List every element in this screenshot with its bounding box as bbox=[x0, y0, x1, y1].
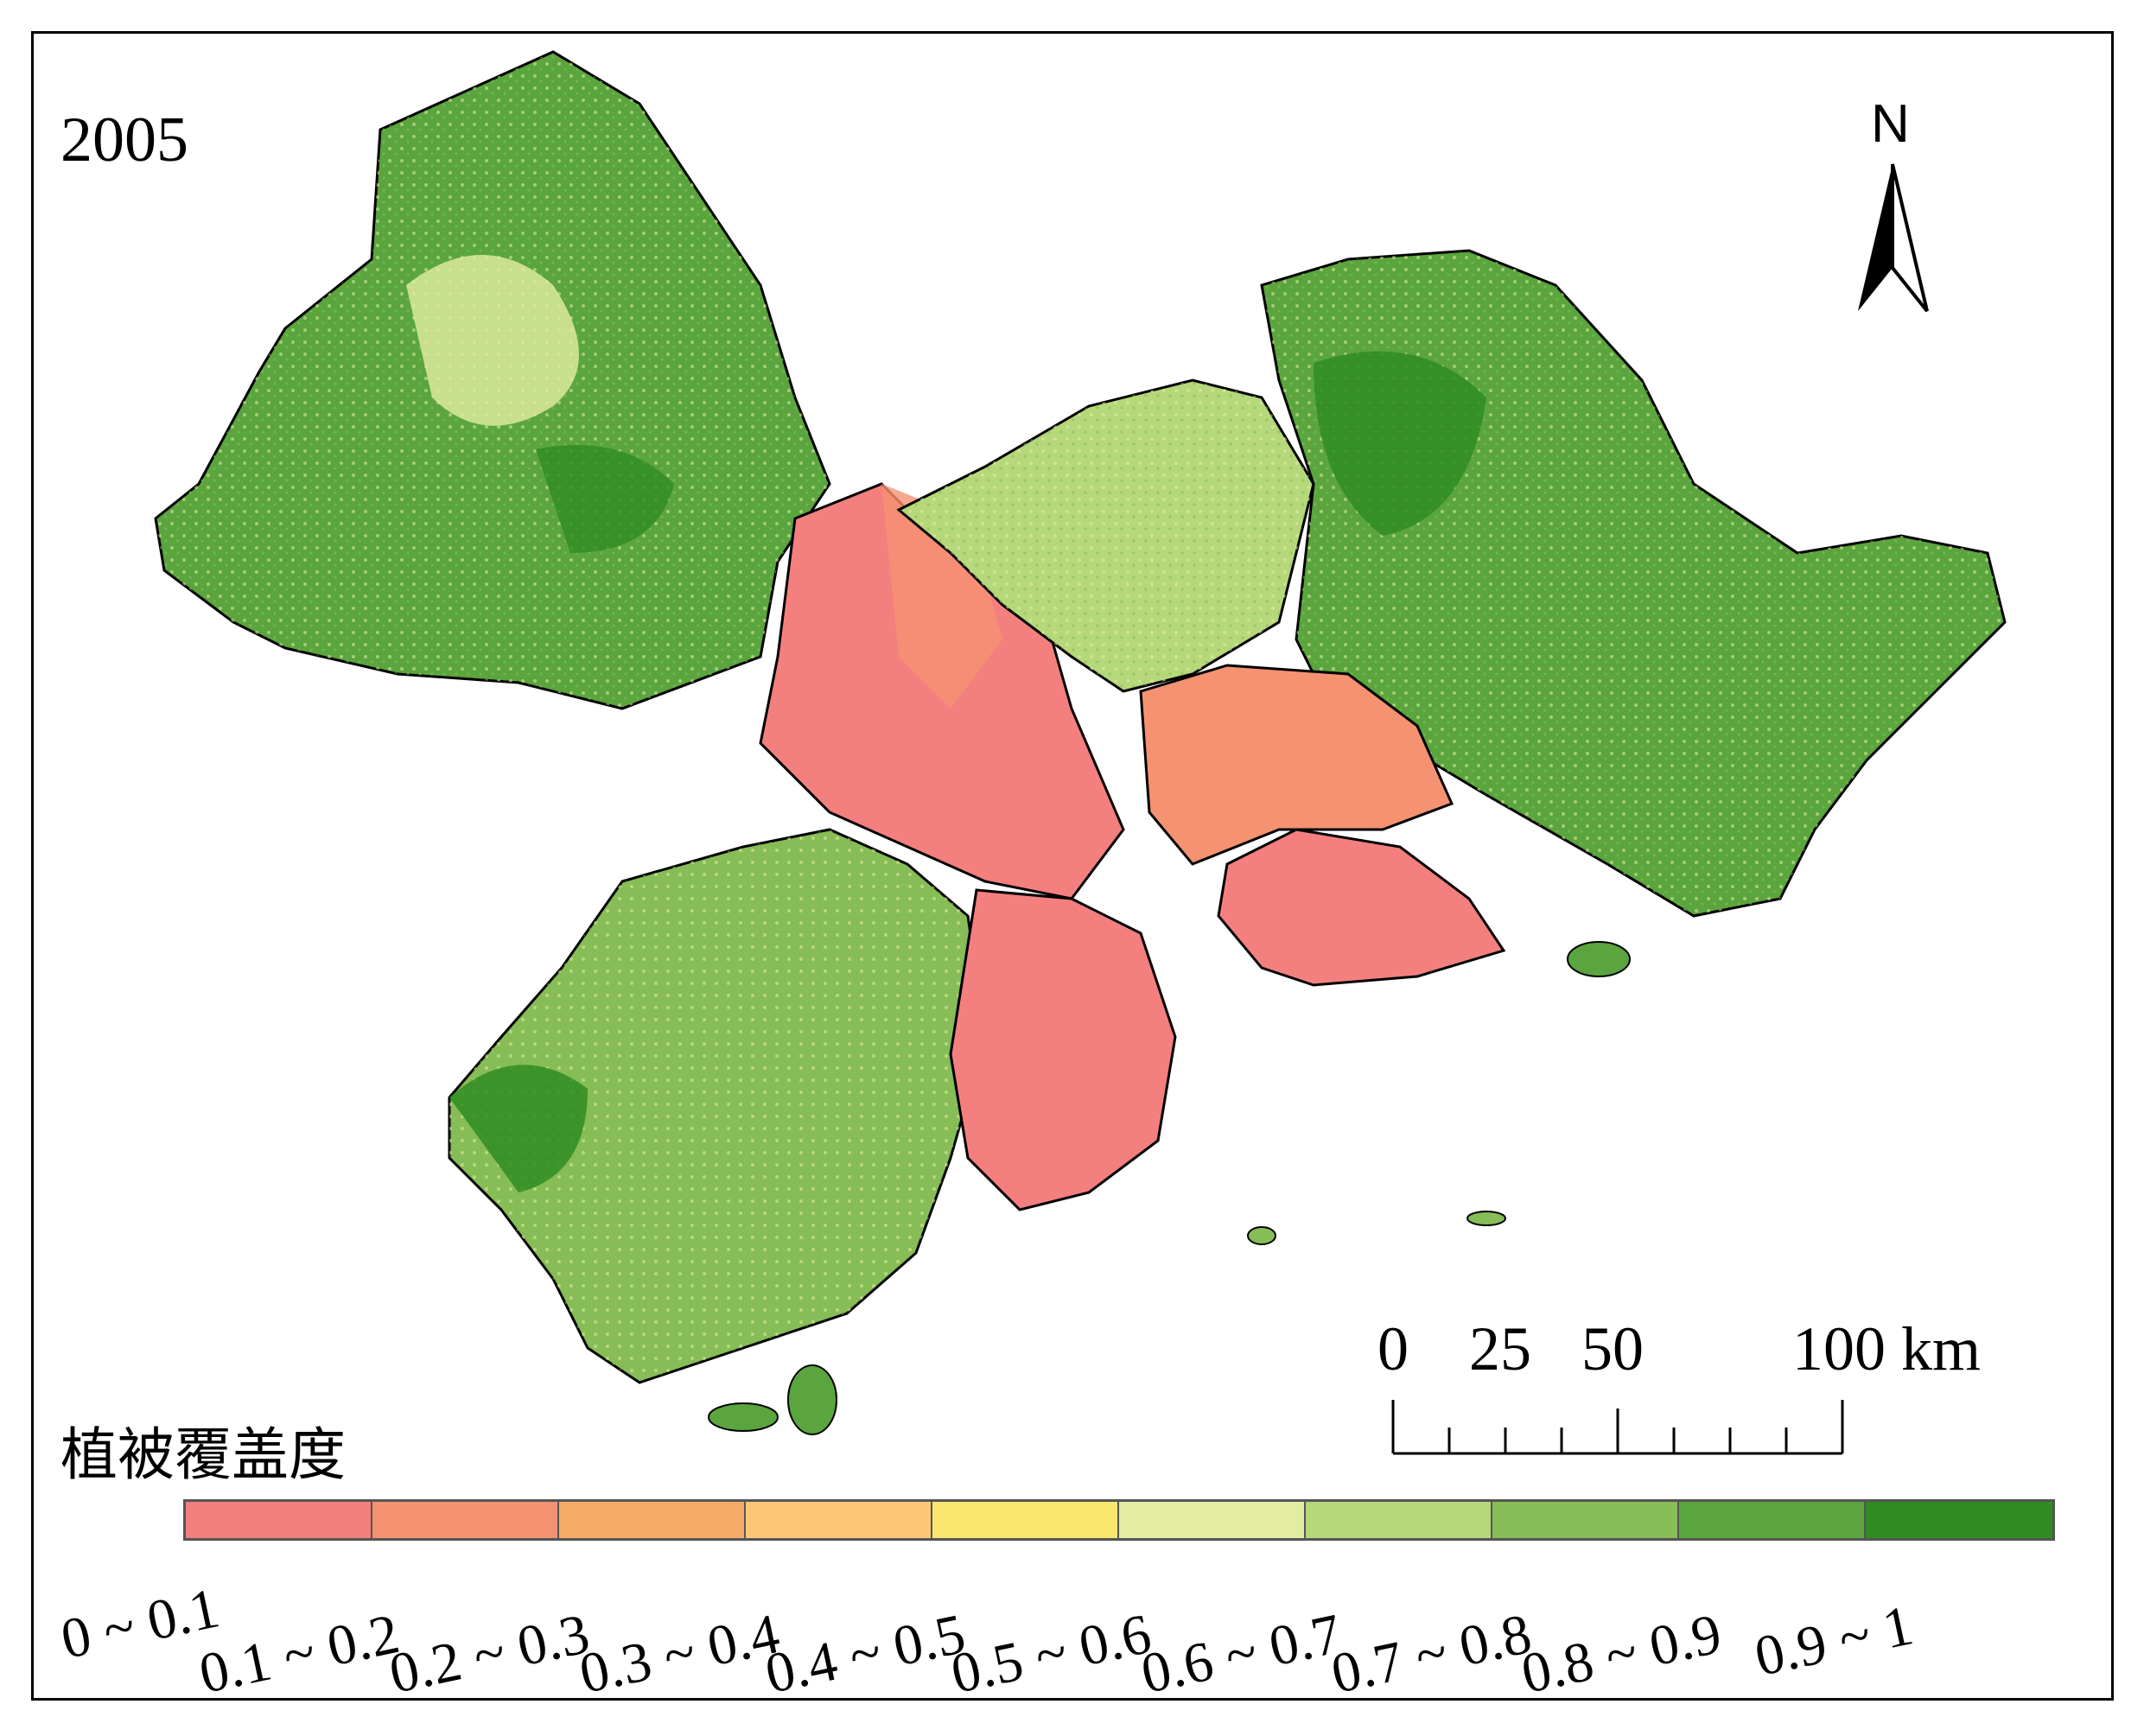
scale-label-0: 0 bbox=[1377, 1314, 1409, 1383]
north-label: N bbox=[1871, 94, 1910, 154]
legend-swatch bbox=[1866, 1502, 2052, 1538]
region-shenzhen bbox=[1217, 828, 1506, 987]
legend-swatch bbox=[186, 1502, 372, 1538]
scale-label-100km: 100 km bbox=[1792, 1314, 1982, 1383]
north-arrow-icon bbox=[1858, 163, 1929, 313]
scale-label-25: 25 bbox=[1469, 1314, 1531, 1383]
scale-bar bbox=[1391, 1400, 1844, 1455]
region-dongguan bbox=[1139, 664, 1454, 866]
legend-color-bar bbox=[183, 1499, 2055, 1541]
legend-swatch bbox=[1492, 1502, 1679, 1538]
legend-swatch bbox=[746, 1502, 932, 1538]
islands bbox=[708, 1402, 779, 1432]
map-frame bbox=[31, 31, 2114, 1701]
legend-title: 植被覆盖度 bbox=[60, 1421, 346, 1488]
legend-swatch bbox=[372, 1502, 559, 1538]
map-year-label: 2005 bbox=[60, 105, 188, 175]
legend-swatch bbox=[559, 1502, 746, 1538]
legend-swatch bbox=[1306, 1502, 1492, 1538]
legend-swatch bbox=[932, 1502, 1119, 1538]
legend-swatch bbox=[1119, 1502, 1306, 1538]
legend-swatch bbox=[1679, 1502, 1866, 1538]
scale-label-50: 50 bbox=[1581, 1314, 1644, 1383]
region-zhuhai bbox=[949, 888, 1177, 1211]
